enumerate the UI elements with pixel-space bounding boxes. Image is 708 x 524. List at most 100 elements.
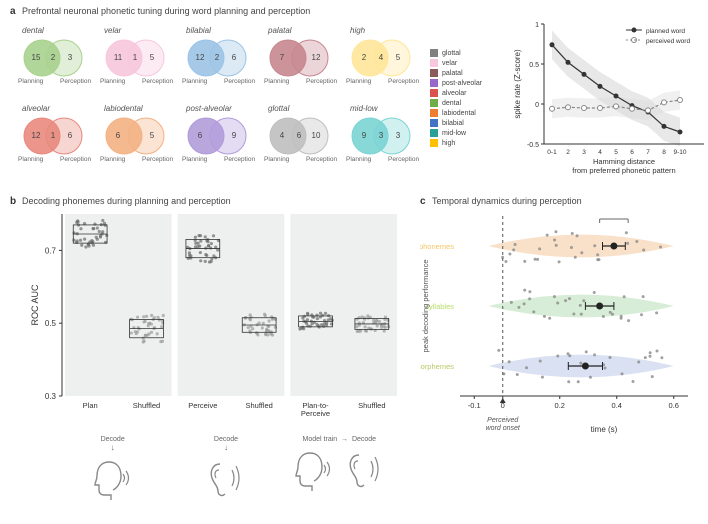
svg-text:5: 5 [150,53,155,62]
svg-text:6: 6 [630,149,634,156]
venn-dental: dental 15 2 3 Planning Perception [16,26,98,96]
svg-text:0.7: 0.7 [45,246,57,255]
svg-text:0.5: 0.5 [45,319,57,328]
svg-text:3: 3 [582,149,586,156]
svg-text:Perceive: Perceive [301,409,330,418]
decode-perceive: Decode↓ [176,436,276,506]
venn-plan-label: Planning [346,78,371,85]
svg-text:15: 15 [32,53,41,62]
svg-text:6: 6 [116,131,121,140]
svg-text:Hamming distance: Hamming distance [593,157,655,166]
venn-plan-label: Planning [18,78,43,85]
panel-b-title: Decoding phonemes during planning and pe… [22,196,231,206]
venn-plan-label: Planning [264,78,289,85]
svg-text:2: 2 [566,149,570,156]
spike-chart: -0.500.510-123456789-10spike rate (Z-sco… [510,18,708,176]
svg-text:10: 10 [312,131,321,140]
svg-text:6: 6 [232,53,237,62]
roc-chart: 0.3 0.5 0.7 ROC AUC Plan Shuffled Perceive Shuf… [26,208,406,428]
venn-perc-label: Perception [142,156,173,163]
venn-plan-label: Planning [182,78,207,85]
venn-plan-label: Planning [100,78,125,85]
svg-text:11: 11 [114,53,123,62]
svg-text:3: 3 [379,131,384,140]
panel-c-label: c [420,196,426,207]
svg-text:5: 5 [396,53,401,62]
svg-text:0.3: 0.3 [45,392,57,401]
panel-c: c Temporal dynamics during perception ph… [420,196,700,456]
panel-a: a Prefrontal neuronal phonetic tuning du… [10,6,700,181]
svg-text:Plan: Plan [83,401,98,410]
svg-text:morphemes: morphemes [420,362,454,371]
legend-item: high [430,138,500,148]
panel-c-title: Temporal dynamics during perception [432,196,582,206]
legend-item: post-alveolar [430,78,500,88]
svg-text:word onset: word onset [486,425,521,432]
svg-text:9-10: 9-10 [673,149,686,156]
venn-label: glottal [268,104,289,113]
svg-text:-0.1: -0.1 [468,401,481,410]
venn-plan-label: Planning [100,156,125,163]
venn-perc-label: Perception [60,156,91,163]
svg-text:0-1: 0-1 [547,149,557,156]
svg-text:phonemes: phonemes [420,242,454,251]
venn-perc-label: Perception [224,78,255,85]
venn-mid-low: mid-low 9 3 3 Planning Perception [344,104,426,174]
svg-text:7: 7 [646,149,650,156]
svg-text:spike rate (Z-score): spike rate (Z-score) [513,49,522,119]
svg-text:6: 6 [297,131,302,140]
svg-text:0.6: 0.6 [669,401,679,410]
venn-plan-label: Planning [264,156,289,163]
svg-text:4: 4 [379,53,384,62]
venn-high: high 2 4 5 Planning Perception [344,26,426,96]
venn-perc-label: Perception [142,78,173,85]
decode-transfer: Model train → Decode [289,436,389,506]
svg-text:Shuffled: Shuffled [133,401,160,410]
venn-label: alveolar [22,104,50,113]
venn-post-alveolar: post-alveolar 6 9 Planning Perception [180,104,262,174]
panel-b-label: b [10,196,16,207]
svg-text:0: 0 [501,401,505,410]
svg-text:1: 1 [133,53,138,62]
svg-text:5: 5 [614,149,618,156]
venn-perc-label: Perception [306,78,337,85]
svg-text:2: 2 [362,53,367,62]
panel-a-title: Prefrontal neuronal phonetic tuning duri… [22,6,310,16]
venn-label: dental [22,26,44,35]
legend-item: mid-low [430,128,500,138]
decode-icons: Decode↓Decode↓Model train → Decode [56,436,396,506]
legend-item: dental [430,98,500,108]
venn-perc-label: Perception [224,156,255,163]
venn-label: palatal [268,26,292,35]
svg-text:Shuffled: Shuffled [245,401,272,410]
svg-text:3: 3 [68,53,73,62]
legend-item: labiodental [430,108,500,118]
legend-a: glottalvelarpalatalpost-alveolaralveolar… [430,48,500,148]
venn-labiodental: labiodental 6 5 Planning Perception [98,104,180,174]
svg-text:4: 4 [280,131,285,140]
legend-item: glottal [430,48,500,58]
svg-text:2: 2 [51,53,56,62]
svg-text:perceived word: perceived word [646,38,690,45]
venn-velar: velar 11 1 5 Planning Perception [98,26,180,96]
svg-text:peak decoding performance: peak decoding performance [421,260,430,353]
svg-text:0.5: 0.5 [529,62,539,69]
svg-text:1: 1 [535,22,539,29]
venn-grid: dental 15 2 3 Planning Perception velar … [16,26,426,176]
venn-plan-label: Planning [346,156,371,163]
venn-label: velar [104,26,121,35]
svg-text:Perceive: Perceive [188,401,217,410]
svg-text:12: 12 [32,131,41,140]
venn-label: post-alveolar [186,104,232,113]
svg-text:8: 8 [662,149,666,156]
legend-item: palatal [430,68,500,78]
svg-text:4: 4 [598,149,602,156]
panel-a-label: a [10,6,16,17]
legend-item: velar [430,58,500,68]
svg-text:6: 6 [68,131,73,140]
svg-text:1: 1 [51,131,56,140]
decode-plan: Decode↓ [63,436,163,506]
svg-text:7: 7 [280,53,285,62]
svg-text:ROC AUC: ROC AUC [30,284,40,326]
svg-text:-0.5: -0.5 [527,142,539,149]
